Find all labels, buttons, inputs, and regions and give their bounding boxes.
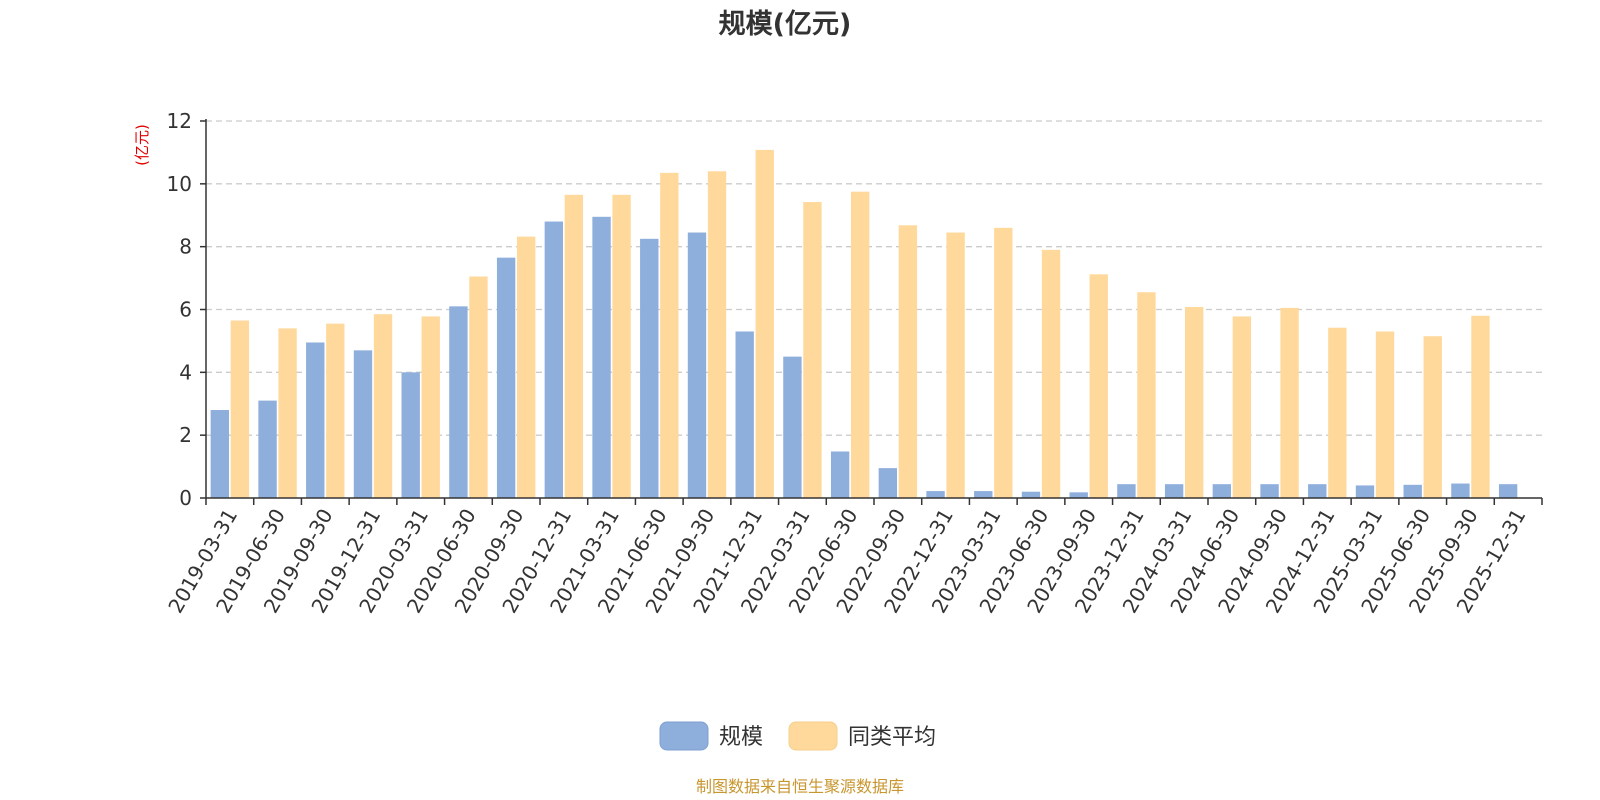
bars: [210, 149, 1518, 499]
legend-label: 同类平均: [848, 725, 936, 750]
bar-peer-average: [421, 316, 440, 498]
bar-peer-average: [1184, 306, 1204, 498]
bar-peer-average: [612, 194, 631, 498]
y-tick-label: 6: [179, 298, 192, 322]
bar-peer-average: [946, 232, 965, 498]
y-tick-label: 2: [179, 423, 192, 447]
bar-scale: [640, 238, 659, 498]
bar-peer-average: [707, 171, 727, 498]
bar-scale: [735, 331, 754, 498]
legend-label: 规模: [719, 725, 763, 750]
bar-scale: [592, 216, 611, 498]
bar-scale: [210, 410, 230, 498]
bar-peer-average: [564, 194, 584, 498]
bar-scale: [353, 350, 373, 498]
bar-scale: [878, 468, 898, 498]
legend: 规模 同类平均: [659, 721, 936, 751]
y-tick-label: 8: [179, 235, 192, 259]
bar-scale: [449, 306, 468, 498]
y-tick-label: 4: [179, 360, 192, 384]
bar-peer-average: [1471, 315, 1490, 498]
bar-peer-average: [755, 149, 774, 499]
bar-scale: [1451, 483, 1470, 498]
bar-peer-average: [1375, 331, 1395, 498]
y-tick-label: 12: [167, 109, 192, 133]
bar-peer-average: [469, 276, 488, 498]
bar-scale: [687, 232, 707, 498]
y-tick-label: 0: [179, 486, 192, 510]
bar-peer-average: [230, 320, 250, 498]
bar-peer-average: [1089, 274, 1108, 498]
bar-scale: [258, 400, 277, 498]
bar-peer-average: [660, 172, 679, 498]
bar-peer-average: [1423, 336, 1442, 498]
bar-scale: [1021, 491, 1041, 498]
y-tick-label: 10: [167, 172, 192, 196]
bar-scale: [1260, 484, 1279, 498]
bar-peer-average: [516, 236, 536, 498]
bar-peer-average: [898, 225, 918, 498]
chart-title: 规模(亿元): [719, 9, 852, 40]
bar-scale: [783, 356, 802, 498]
bar-scale: [1164, 484, 1184, 498]
bar-peer-average: [1280, 307, 1299, 498]
bar-scale: [306, 342, 325, 498]
bar-peer-average: [1041, 249, 1061, 498]
bar-peer-average: [803, 202, 822, 498]
bar-scale: [974, 491, 993, 498]
bar-peer-average: [326, 323, 345, 498]
bar-peer-average: [1137, 292, 1156, 498]
bar-scale: [401, 372, 420, 498]
data-source-note: 制图数据来自恒生聚源数据库: [696, 777, 904, 796]
bar-scale: [830, 451, 850, 498]
bar-scale: [926, 491, 945, 498]
bar-scale: [1355, 485, 1375, 498]
bar-scale: [1069, 492, 1088, 498]
y-axis-label: (亿元): [133, 124, 151, 166]
bar-peer-average: [850, 191, 870, 498]
legend-swatch: [788, 721, 838, 751]
bar-scale: [1498, 484, 1518, 498]
bar-peer-average: [1328, 327, 1347, 498]
bar-peer-average: [1232, 316, 1252, 498]
bar-peer-average: [994, 227, 1013, 499]
legend-swatch: [659, 721, 709, 751]
bar-scale: [1403, 484, 1422, 498]
bar-scale: [1117, 484, 1136, 498]
bar-peer-average: [278, 328, 297, 498]
bar-scale: [544, 221, 564, 499]
bar-peer-average: [373, 314, 393, 498]
bar-scale: [1308, 484, 1327, 498]
bar-scale: [496, 257, 516, 498]
bar-scale: [1212, 484, 1232, 498]
